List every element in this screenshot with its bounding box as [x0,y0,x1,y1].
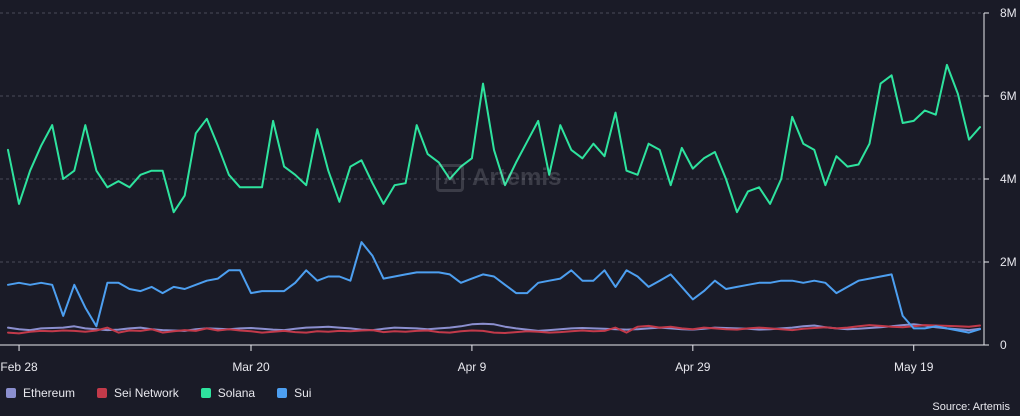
y-tick-label: 4M [1000,172,1017,186]
legend-label: Solana [217,386,256,400]
x-tick-label: Mar 20 [232,360,270,374]
series-line-sei-network[interactable] [7,324,981,335]
legend-item-solana[interactable]: Solana [200,386,256,400]
artemis-logo-icon: A [436,164,464,192]
watermark: A Artemis [436,164,561,192]
legend-label: Sei Network [114,386,179,400]
x-tick-label: Apr 9 [458,360,487,374]
series-line-sui[interactable] [7,241,981,334]
legend: Ethereum Sei Network Solana Sui [6,386,333,400]
y-tick-label: 2M [1000,255,1017,269]
legend-swatch-solana [200,388,211,398]
legend-label: Sui [294,386,312,400]
y-tick-label: 8M [1000,6,1017,20]
chart-canvas: Feb 28 Mar 20 Apr 9 Apr 29 May 19 0 2M 4M 6M 8M [0,6,1017,374]
series-line-ethereum[interactable] [7,322,981,332]
legend-swatch-sui [277,388,288,398]
legend-swatch-ethereum [6,388,16,398]
x-tick-label: Apr 29 [675,360,711,374]
legend-swatch-sei-network [97,388,108,398]
x-tick-label: Feb 28 [0,360,38,374]
axes [0,12,989,351]
x-axis-labels: Feb 28 Mar 20 Apr 9 Apr 29 May 19 [0,360,933,374]
y-tick-label: 6M [1000,89,1017,103]
watermark-text: Artemis [472,164,562,191]
legend-item-sei-network[interactable]: Sei Network [97,386,179,400]
y-axis-labels: 0 2M 4M 6M 8M [1000,6,1017,352]
legend-item-ethereum[interactable]: Ethereum [6,386,75,400]
y-tick-label: 0 [1000,338,1007,352]
legend-item-sui[interactable]: Sui [277,386,311,400]
series-lines [7,63,981,335]
x-tick-label: May 19 [894,360,934,374]
series-line-solana[interactable] [7,63,981,214]
source-note: Source: Artemis [932,401,1010,413]
legend-label: Ethereum [23,386,76,400]
